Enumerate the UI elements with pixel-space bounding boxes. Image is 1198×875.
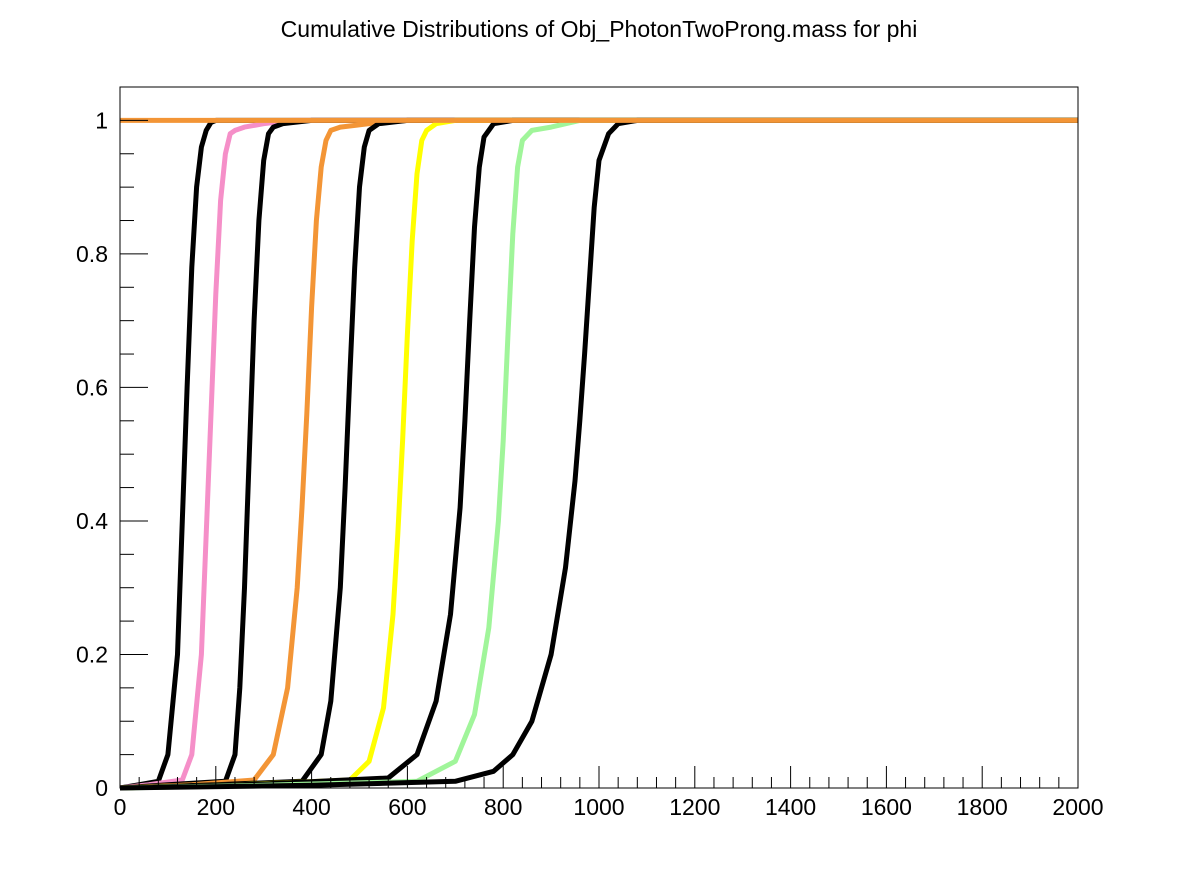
y-tick-label: 0.4 bbox=[76, 508, 108, 534]
y-tick-label: 0.2 bbox=[76, 641, 108, 667]
x-tick-label: 600 bbox=[388, 794, 426, 820]
series-line-8 bbox=[119, 117, 1078, 791]
plot-frame bbox=[119, 86, 1079, 789]
x-tick-label: 1600 bbox=[861, 794, 912, 820]
series-line-4 bbox=[119, 117, 1078, 791]
axes-layer: 0 200 400 600 800 1000 1200 1400 1600 1800 2000 0 0.… bbox=[76, 86, 1104, 820]
y-tick-label: 0.6 bbox=[76, 374, 108, 400]
chart-title: Cumulative Distributions of Obj_PhotonTw… bbox=[280, 16, 918, 42]
x-tick-label: 2000 bbox=[1052, 794, 1103, 820]
series-line-1 bbox=[119, 117, 1078, 791]
y-tick-label: 0.8 bbox=[76, 241, 108, 267]
x-tick-label: 0 bbox=[114, 794, 127, 820]
series-layer bbox=[119, 117, 1078, 791]
series-line-7 bbox=[119, 117, 1078, 791]
x-tick-label: 800 bbox=[484, 794, 522, 820]
x-tick-label: 200 bbox=[197, 794, 235, 820]
x-tick-label: 1800 bbox=[957, 794, 1008, 820]
series-line-2 bbox=[119, 117, 1078, 791]
series-line-6 bbox=[119, 117, 1078, 791]
series-line-9 bbox=[119, 117, 1078, 791]
x-tick-label: 400 bbox=[292, 794, 330, 820]
x-tick-label: 1000 bbox=[573, 794, 624, 820]
series-line-3 bbox=[119, 117, 1078, 791]
x-tick-label: 1400 bbox=[765, 794, 816, 820]
y-tick-label: 1 bbox=[95, 107, 108, 133]
series-line-5 bbox=[119, 117, 1078, 791]
y-tick-label: 0 bbox=[95, 775, 108, 801]
x-tick-label: 1200 bbox=[669, 794, 720, 820]
